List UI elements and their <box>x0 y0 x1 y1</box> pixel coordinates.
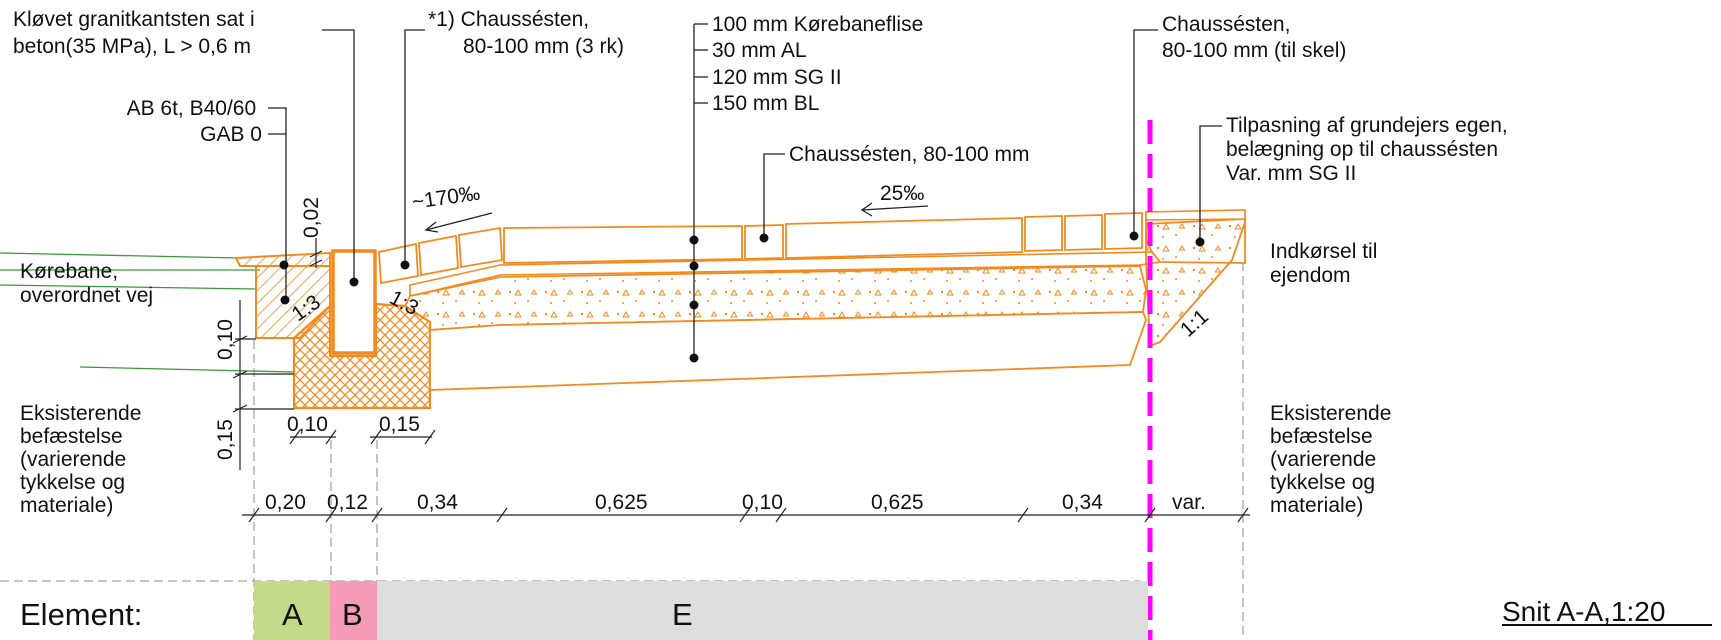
label-chaussesten-3rk: *1) Chaussésten, 80-100 mm (3 rk) <box>428 8 624 58</box>
dim-015-tick <box>424 429 436 445</box>
dim-value: 0,34 <box>417 491 458 514</box>
leader-dot <box>689 300 699 310</box>
leader-dot <box>1195 237 1205 247</box>
element-e-label: E <box>672 597 693 632</box>
label-slope-1: ~170‰ <box>410 182 481 214</box>
label-tilpasning: Tilpasning af grundejers egen, belægning… <box>1226 114 1514 185</box>
label-indkorsel: Indkørsel til ejendom <box>1270 240 1383 287</box>
slope-arrowhead-2 <box>860 202 873 217</box>
dim-010-tick <box>289 429 301 445</box>
label-dim-010-v: 0,10 <box>214 319 237 360</box>
concrete-foundation <box>292 302 432 410</box>
element-b-label: B <box>342 597 363 632</box>
existing-road-line <box>0 284 257 290</box>
pavement-slab <box>785 217 1023 259</box>
dim-value: 0,625 <box>595 491 648 514</box>
dim-value: 0,12 <box>327 491 368 514</box>
dim-002-tick <box>309 250 323 258</box>
label-dim-015-h: 0,15 <box>379 413 420 436</box>
leader-kantsten <box>322 29 355 280</box>
label-existing-left: Eksisterende befæstelse (varierende tykk… <box>20 402 147 517</box>
main-dim-tick <box>775 507 787 523</box>
label-layers: 100 mm Kørebaneflise 30 mm AL 120 mm SG … <box>712 13 929 115</box>
main-dim-tick <box>496 507 508 523</box>
label-korebane: Kørebane, overordnet vej <box>20 260 153 307</box>
chaussesten-row <box>378 242 419 285</box>
dim-value: 0,10 <box>742 491 783 514</box>
chaussesten-row <box>1024 215 1063 252</box>
leader-dot <box>759 233 769 243</box>
main-dim-tick <box>739 507 751 523</box>
dim-value: var. <box>1172 491 1206 514</box>
element-e-band <box>377 581 1148 640</box>
label-slope-2: 25‰ <box>880 182 924 205</box>
main-dim-tick <box>248 507 260 523</box>
existing-road-line <box>79 366 295 373</box>
element-a-band <box>254 581 330 640</box>
label-chaussesten-mid: Chaussésten, 80-100 mm <box>789 143 1029 166</box>
main-dim-tick <box>325 507 337 523</box>
chaussesten-row <box>458 226 503 269</box>
pavement-slab <box>503 225 743 264</box>
leader-tilpasning <box>1199 125 1222 244</box>
label-chaussesten-skel: Chaussésten, 80-100 mm (til skel) <box>1162 13 1346 62</box>
dim-015-tick <box>370 429 382 445</box>
label-dim-002: 0,02 <box>300 197 323 238</box>
label-existing-right: Eksisterende befæstelse (varierende tykk… <box>1270 402 1397 517</box>
element-b-band <box>330 581 377 640</box>
dim-value: 0,625 <box>871 491 924 514</box>
leader-dot <box>1129 231 1139 241</box>
main-dim-tick <box>1017 507 1029 523</box>
label-dim-015-v: 0,15 <box>214 419 237 460</box>
chaussesten-skel <box>1104 212 1143 250</box>
leader-dot <box>689 261 699 271</box>
driveway-top <box>1145 209 1246 221</box>
main-dim-tick <box>1144 507 1156 523</box>
slope-arrowhead-1 <box>424 221 439 233</box>
existing-road-line <box>0 252 241 259</box>
bl-layer <box>429 311 1147 391</box>
leader-dot <box>280 295 290 305</box>
element-label: Element: <box>20 597 142 632</box>
leader-chaussesten-mid <box>763 153 785 240</box>
chaussesten-row <box>418 234 459 277</box>
dim-value: 0,34 <box>1062 491 1103 514</box>
leader-dot <box>279 260 289 270</box>
slope-arrow-1 <box>425 212 493 231</box>
leader-dot <box>689 235 699 245</box>
leader-dot <box>400 260 410 270</box>
leader-ab <box>268 107 287 266</box>
dim-002-tick <box>309 259 323 267</box>
leader-chaussesten-3rk <box>404 29 425 268</box>
main-dim-tick <box>1237 507 1249 523</box>
section-title: Snit A-A,1:20 <box>1502 596 1665 627</box>
element-a-label: A <box>282 597 303 632</box>
label-ab: AB 6t, B40/60 GAB 0 <box>127 97 262 146</box>
leader-chaussesten-skel <box>1133 29 1158 238</box>
dim-value: 0,20 <box>265 491 306 514</box>
chaussesten-row <box>1064 214 1103 251</box>
leader-dot <box>689 353 699 363</box>
label-kantsten: Kløvet granitkantsten sat i beton(35 MPa… <box>13 8 260 58</box>
dim-010-tick <box>325 429 337 445</box>
main-dim-tick <box>371 507 383 523</box>
leader-dot <box>349 277 359 287</box>
slope-arrow-2 <box>861 205 929 211</box>
label-dim-010-h: 0,10 <box>287 413 328 436</box>
